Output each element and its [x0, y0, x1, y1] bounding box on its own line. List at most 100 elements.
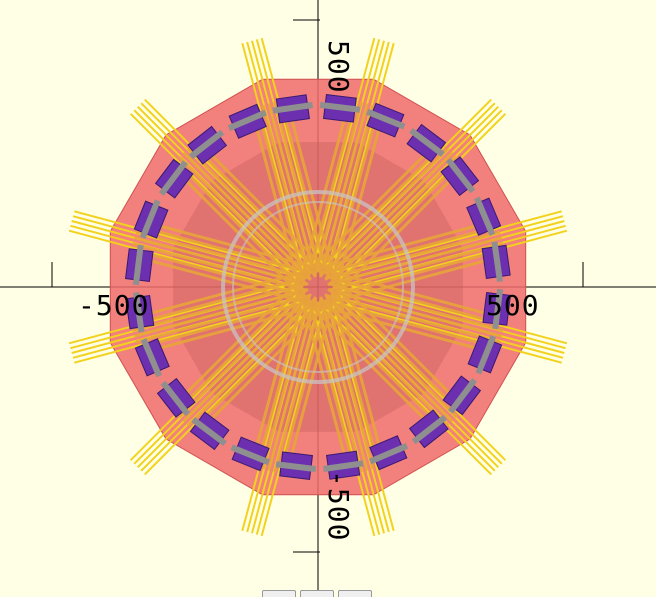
servo-mount [272, 102, 313, 114]
support-rod [313, 297, 363, 473]
support-rod [307, 100, 358, 275]
spike-rod [68, 281, 297, 345]
servo-block [227, 103, 267, 139]
servo-block [369, 435, 409, 471]
support-rod [249, 107, 300, 283]
support-rod [132, 282, 308, 332]
spike-rod [241, 43, 305, 271]
servo-block [125, 292, 155, 333]
servo-mount [319, 101, 361, 113]
servo-mount [140, 338, 162, 378]
support-rod [132, 242, 308, 292]
spike-rod [129, 293, 298, 461]
support-rod [135, 293, 311, 344]
support-rod [169, 280, 300, 410]
support-rod [315, 143, 445, 273]
spike-rod [129, 113, 298, 281]
support-rod [319, 147, 450, 277]
servo-mount [139, 199, 161, 239]
servo-mount [158, 160, 188, 196]
support-rod [186, 147, 317, 277]
spike-rod [144, 307, 312, 476]
spike-rod [331, 303, 395, 531]
support-rod [322, 218, 498, 269]
servo-block [134, 338, 170, 378]
support-rod [138, 305, 314, 356]
support-rod [319, 103, 369, 278]
support-rod [278, 100, 329, 275]
support-rod [129, 270, 305, 321]
servo-block [156, 377, 196, 418]
support-rod [330, 247, 505, 298]
spike-rod [74, 210, 302, 274]
support-rod [319, 297, 450, 427]
support-rod [273, 297, 323, 473]
support-rod [169, 164, 300, 294]
servo-block [275, 451, 317, 480]
support-rod [327, 288, 502, 338]
servo-mount [474, 196, 496, 236]
support-rod [129, 253, 305, 304]
spike-rod [334, 210, 562, 274]
servo-mount [132, 244, 144, 286]
inner-ring [221, 190, 415, 384]
support-rod [301, 300, 352, 476]
servo-block [408, 409, 449, 449]
servo-mount [191, 417, 227, 447]
support-rod [255, 293, 306, 468]
spike-rod [74, 300, 302, 364]
support-rod [195, 305, 325, 436]
spike-rod [68, 229, 297, 293]
servo-block [125, 244, 154, 286]
support-rod [328, 288, 458, 419]
support-rod [261, 104, 312, 280]
spike-rod [144, 98, 312, 267]
servo-mount [411, 414, 448, 445]
support-rod [178, 155, 308, 286]
support-rod [325, 293, 501, 344]
servo-block [323, 450, 364, 480]
support-rod [134, 288, 309, 338]
servo-mount [323, 460, 364, 472]
support-rod [330, 293, 381, 468]
servo-block [481, 241, 511, 282]
servo-block [154, 158, 194, 199]
support-rod [319, 296, 369, 471]
spike-rod [241, 303, 305, 531]
support-rod [131, 276, 306, 327]
spike-rod [324, 98, 492, 267]
support-rod [324, 299, 499, 350]
spike-rod [339, 229, 568, 293]
servo-mount [133, 292, 145, 333]
support-rod [135, 230, 311, 281]
support-rod [331, 270, 507, 321]
support-rod [131, 247, 306, 298]
support-rod [284, 98, 335, 274]
support-rod [324, 104, 375, 280]
support-rod [137, 299, 312, 350]
servo-mount [492, 288, 504, 330]
spike-rod [338, 293, 507, 461]
servo-block [482, 288, 511, 330]
view-toolbar [262, 590, 372, 597]
servo-blocks [125, 94, 511, 480]
support-rod [327, 236, 502, 286]
servo-block [440, 156, 480, 197]
support-rod [311, 305, 441, 436]
support-rod [174, 284, 304, 414]
support-rod [191, 143, 321, 273]
support-rods [129, 98, 507, 476]
servo-mount [160, 380, 191, 417]
spike-rod [312, 308, 376, 537]
support-rod [325, 230, 501, 281]
servo-block [189, 411, 230, 451]
support-rod [328, 242, 504, 292]
support-rod [137, 224, 312, 275]
ring-outer [221, 190, 415, 384]
support-rod [267, 103, 317, 278]
support-rod [249, 291, 300, 467]
support-rod [336, 291, 387, 467]
support-rod [324, 151, 454, 281]
